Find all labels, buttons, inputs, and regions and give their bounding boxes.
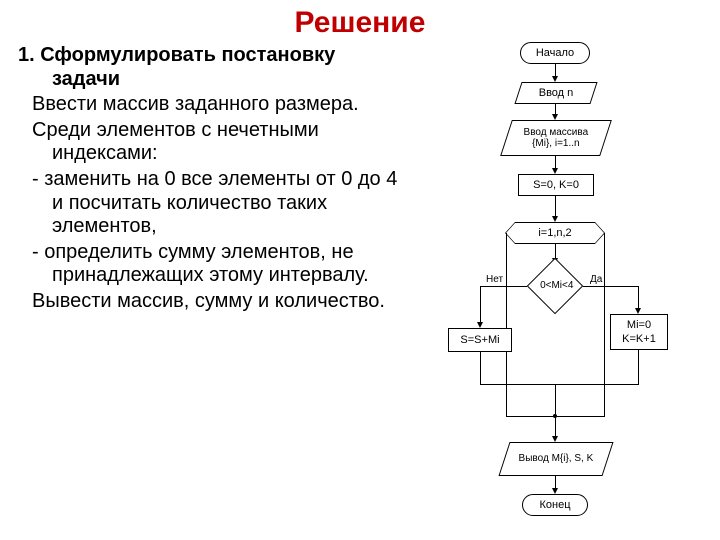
connector [480,286,527,287]
connector [555,416,556,438]
connector [480,286,481,324]
text-line-4: - заменить на 0 все элементы от 0 до 4 и… [18,168,408,239]
io-input-array: Ввод массива {Mi}, i=1..n [500,120,612,156]
text-line-6: Вывести массив, сумму и количество. [18,290,408,314]
io-input-n: Ввод n [514,82,597,104]
decision-diamond: 0<Mi<4 [527,258,584,315]
terminator-end: Конец [522,494,588,516]
connector [555,384,556,416]
connector [638,350,639,384]
text-line-1: 1. Сформулировать постановку задачи [18,44,408,91]
process-init: S=0, K=0 [518,174,594,196]
process-left-label: S=S+Mi [460,334,499,346]
connector [480,384,639,385]
process-right-label-1: Mi=0 [617,319,661,333]
connector [604,233,605,416]
process-right: Mi=0 K=K+1 [610,314,668,350]
connector [583,286,638,287]
text-line-2: Ввести массив заданного размера. [18,93,408,117]
label-no: Нет [486,274,503,285]
connector [555,196,556,218]
io-output-label: Вывод M{i}, S, K [519,453,594,464]
connector [638,286,639,310]
problem-text: 1. Сформулировать постановку задачи Ввес… [18,44,408,316]
slide-title: Решение [0,6,720,40]
connector [480,352,481,384]
io-input-n-label: Ввод n [539,87,574,99]
connector [506,233,507,416]
loop-hex: i=1,n,2 [505,222,605,244]
flowchart: Начало Ввод n Ввод массива {Mi}, i=1..n … [420,42,710,532]
slide: Решение 1. Сформулировать постановку зад… [0,0,720,540]
terminator-start: Начало [520,42,590,64]
process-init-label: S=0, K=0 [533,179,579,191]
io-output: Вывод M{i}, S, K [498,442,613,476]
io-input-array-label: Ввод массива {Mi}, i=1..n [524,127,589,149]
label-yes: Да [590,274,602,285]
process-right-label-2: K=K+1 [617,333,661,347]
loop-label: i=1,n,2 [538,227,571,239]
start-label: Начало [536,47,574,59]
process-left: S=S+Mi [448,328,512,352]
end-label: Конец [539,499,570,511]
text-line-5: - определить сумму элементов, не принадл… [18,241,408,288]
text-line-3: Среди элементов с нечетными индексами: [18,119,408,166]
decision-label: 0<Mi<4 [540,280,573,291]
